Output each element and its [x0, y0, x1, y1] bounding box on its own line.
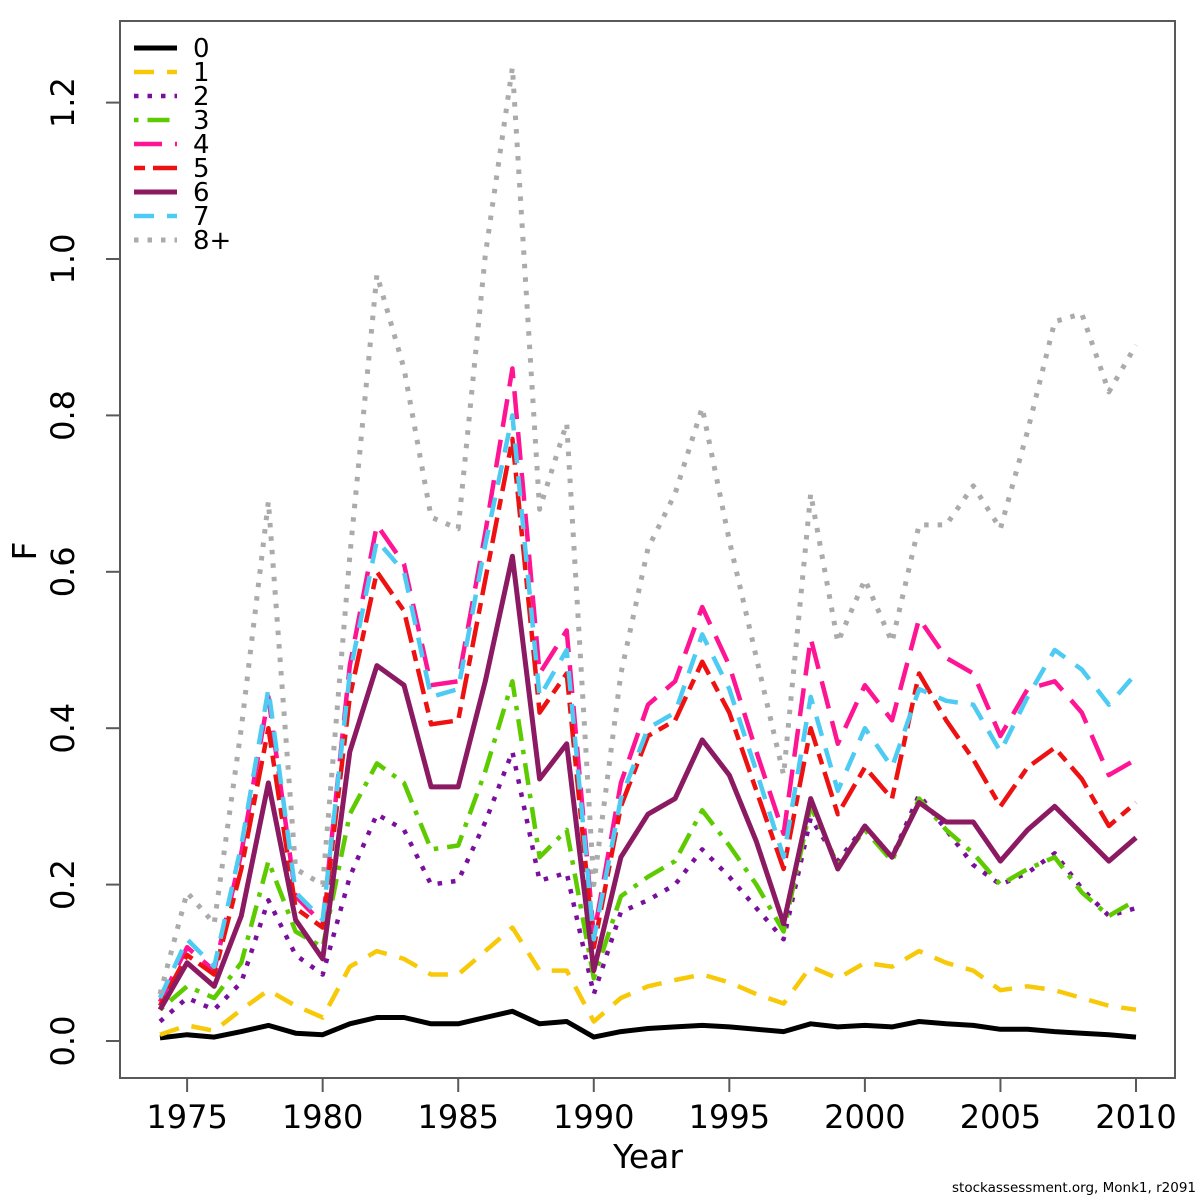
x-tick-label-2005: 2005: [960, 1098, 1041, 1136]
y-axis-title: F: [5, 542, 44, 561]
x-tick-label-1995: 1995: [689, 1098, 770, 1136]
y-tick-label-0.6: 0.6: [44, 546, 82, 597]
legend-label-age-7: 7: [193, 202, 210, 232]
y-tick-label-0.0: 0.0: [44, 1016, 82, 1067]
series-line-age-5: [158, 436, 1138, 1007]
x-tick-label-1985: 1985: [418, 1098, 499, 1136]
y-tick-label-0.2: 0.2: [44, 859, 82, 910]
x-tick-label-1975: 1975: [146, 1098, 227, 1136]
watermark-text: stockassessment.org, Monk1, r2091: [952, 1180, 1196, 1196]
series-line-age-8+: [157, 64, 1139, 995]
y-tick-label-0.8: 0.8: [44, 390, 82, 441]
legend-label-age-2: 2: [193, 82, 210, 112]
x-axis-title: Year: [612, 1137, 683, 1176]
series-line-age-7: [157, 413, 1138, 999]
x-tick-label-2000: 2000: [824, 1098, 905, 1136]
y-tick-label-1.2: 1.2: [44, 77, 82, 128]
series-line-age-4: [157, 366, 1138, 1003]
y-tick-label-1.0: 1.0: [44, 234, 82, 285]
legend-label-age-5: 5: [193, 154, 210, 184]
legend-label-age-0: 0: [193, 34, 210, 64]
series-line-age-3: [158, 679, 1138, 1012]
legend-label-age-6: 6: [193, 178, 210, 208]
data-series: [157, 64, 1139, 1041]
x-tick-label-1990: 1990: [553, 1098, 634, 1136]
series-line-age-0: [159, 1008, 1137, 1041]
series-line-age-2: [158, 749, 1137, 1024]
legend-label-age-3: 3: [193, 106, 210, 136]
legend-label-age-1: 1: [193, 58, 210, 88]
series-line-age-6: [157, 553, 1138, 1011]
y-tick-label-0.4: 0.4: [44, 703, 82, 754]
x-tick-label-1980: 1980: [282, 1098, 363, 1136]
legend-label-age-8+: 8+: [193, 226, 231, 256]
series-line-age-1: [159, 925, 1137, 1037]
x-tick-label-2010: 2010: [1095, 1098, 1176, 1136]
axes: 1975 1980 1985 1990 1995 2000 2005 2010 0.0 0.2 0.…: [44, 77, 1177, 1136]
plot-box: [119, 20, 1176, 1079]
legend-label-age-4: 4: [193, 130, 210, 160]
